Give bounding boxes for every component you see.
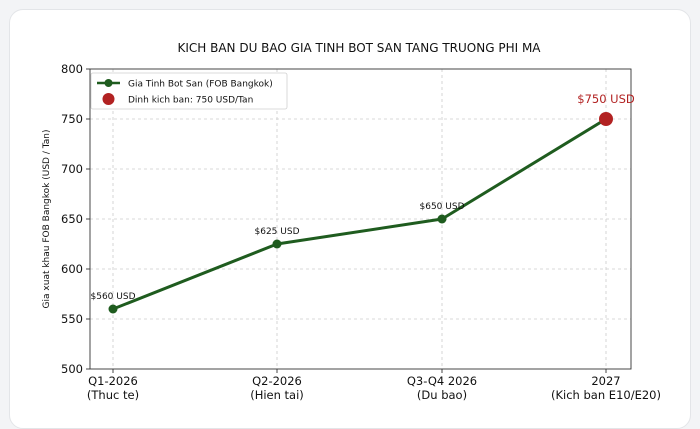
y-tick-label: 650: [61, 212, 83, 226]
gridlines: [90, 69, 631, 369]
legend-series-marker: [104, 79, 113, 87]
x-tick-label: Q3-Q4 2026 (Du bao): [407, 374, 477, 402]
peak-data-label: $750 USD: [577, 92, 635, 106]
series-layer: [108, 112, 613, 314]
y-tick-label: 700: [61, 162, 83, 176]
y-tick-label: 600: [61, 262, 83, 276]
data-label: $560 USD: [91, 292, 136, 302]
y-axis-label: Gia xuat khau FOB Bangkok (USD / Tan): [42, 130, 52, 309]
series-point: [108, 304, 118, 314]
y-tick-label: 550: [61, 312, 83, 326]
peak-marker: [599, 112, 613, 126]
legend: Gia Tinh Bot San (FOB Bangkok) Dinh kich…: [90, 72, 288, 110]
data-label: $625 USD: [255, 227, 300, 237]
legend-peak-label: Dinh kich ban: 750 USD/Tan: [128, 96, 253, 106]
legend-peak-marker: [102, 93, 115, 105]
series-line: [112, 117, 607, 311]
axes: 500 550 600 650 700 750 800 Q1-2026 (Thuc te) Q2-…: [61, 62, 661, 402]
x-tick-label: Q1-2026 (Thuc te): [87, 374, 139, 402]
series-point: [272, 239, 282, 249]
y-tick-label: 500: [61, 362, 83, 376]
data-label: $650 USD: [420, 202, 465, 212]
y-tick-label: 800: [61, 62, 83, 76]
chart-title: KICH BAN DU BAO GIA TINH BOT SAN TANG TR…: [177, 41, 541, 55]
x-tick-label: Q2-2026 (Hien tai): [250, 374, 304, 402]
series-point: [437, 214, 447, 224]
x-tick-label: 2027 (Kich ban E10/E20): [551, 374, 661, 402]
y-tick-label: 750: [61, 112, 83, 126]
legend-series-label: Gia Tinh Bot San (FOB Bangkok): [128, 80, 273, 90]
legend-frame: [90, 72, 288, 110]
data-labels: $560 USD $625 USD $650 USD $750 USD: [91, 92, 635, 302]
